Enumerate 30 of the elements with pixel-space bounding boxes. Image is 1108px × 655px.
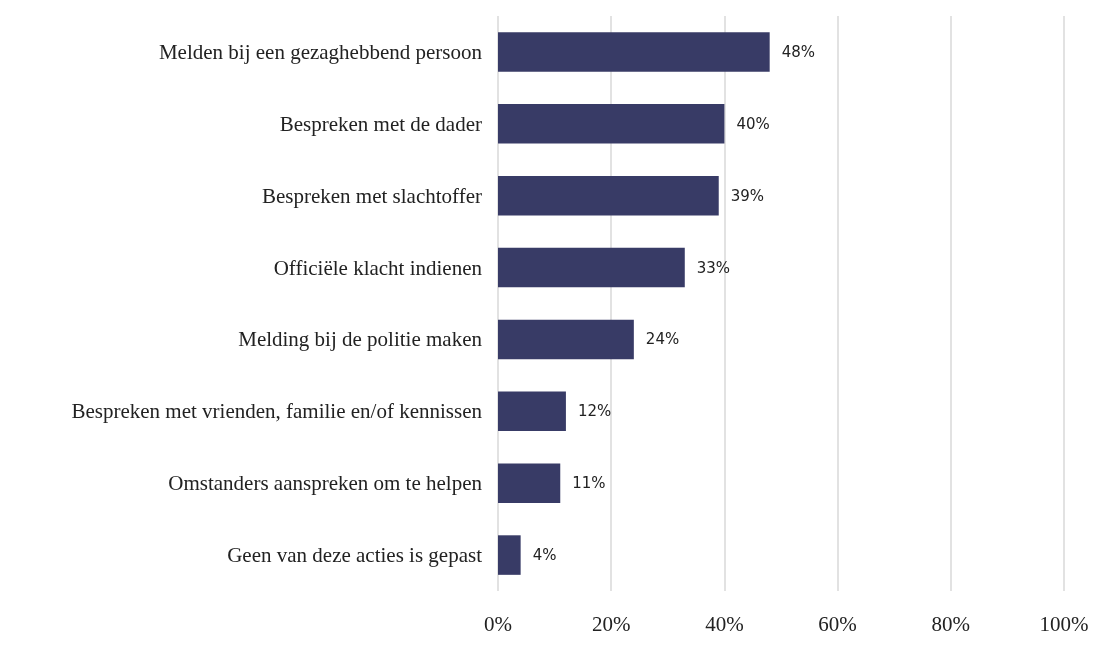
y-tick-label: Geen van deze acties is gepast xyxy=(227,543,483,568)
y-tick-label: Melding bij de politie maken xyxy=(238,327,483,352)
bar xyxy=(498,247,685,288)
x-tick-label: 100% xyxy=(1039,611,1089,636)
data-label: 40% xyxy=(736,114,770,133)
bar xyxy=(498,32,770,72)
y-tick-label: Bespreken met de dader xyxy=(279,111,482,136)
x-tick-label: 20% xyxy=(591,611,631,636)
bar xyxy=(498,319,634,360)
data-label: 33% xyxy=(696,258,731,277)
data-label: 48% xyxy=(781,42,816,61)
y-tick-label: Omstanders aanspreken om te helpen xyxy=(168,471,483,496)
y-tick-label: Officiële klacht indienen xyxy=(273,255,483,280)
y-tick-label: Bespreken met vrienden, familie en/of kennissen xyxy=(71,399,483,424)
y-tick-label: Melden bij een gezaghebbend persoon xyxy=(158,39,483,64)
data-label: 24% xyxy=(645,330,680,349)
x-tick-label: 0% xyxy=(484,611,512,636)
bar xyxy=(498,104,725,144)
y-tick-label: Bespreken met slachtoffer xyxy=(261,183,482,208)
data-label: 11% xyxy=(572,474,606,493)
data-label: 12% xyxy=(577,402,612,421)
x-tick-label: 40% xyxy=(705,611,744,636)
bar xyxy=(498,535,521,575)
bar xyxy=(498,175,719,216)
data-label: 4% xyxy=(532,546,557,565)
x-tick-label: 80% xyxy=(931,611,971,636)
x-tick-label: 60% xyxy=(818,611,857,636)
bar xyxy=(498,391,566,432)
bar xyxy=(498,463,561,503)
data-label: 39% xyxy=(730,186,765,205)
